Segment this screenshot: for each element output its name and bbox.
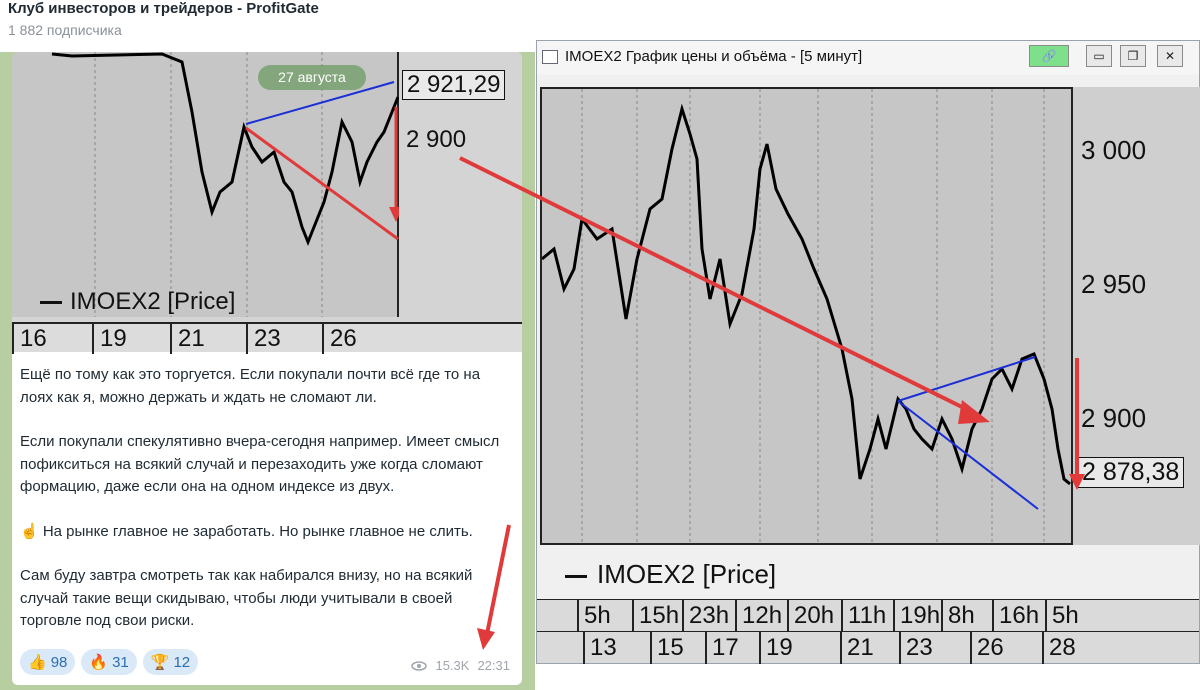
legend-label: IMOEX2 [Price] bbox=[70, 288, 236, 315]
reaction-trophy[interactable]: 🏆 12 bbox=[142, 649, 199, 675]
trophy-icon: 🏆 bbox=[150, 654, 170, 671]
date-tick: 13 bbox=[583, 632, 617, 664]
x-tick: 26 bbox=[322, 324, 402, 354]
price-line bbox=[51, 52, 400, 247]
fire-icon: 🔥 bbox=[89, 654, 109, 671]
reactions-bar: 👍 98 🔥 31 🏆 12 bbox=[20, 649, 199, 675]
message-time: 22:31 bbox=[477, 658, 510, 673]
legend-swatch bbox=[40, 301, 62, 305]
current-price-box: 2 878,38 bbox=[1077, 457, 1185, 488]
x-tick: 19 bbox=[92, 324, 170, 354]
time-tick: 16h bbox=[992, 600, 1039, 632]
close-icon: ✕ bbox=[1164, 49, 1176, 63]
restore-button[interactable]: ❐ bbox=[1120, 45, 1146, 67]
message-paragraph: ☝ На рынке главное не заработать. Но рын… bbox=[20, 522, 473, 540]
price-scale: 3 000 2 950 2 900 2 878,38 bbox=[1073, 87, 1200, 545]
x-tick: 16 bbox=[12, 324, 92, 354]
current-price-box: 2 921,29 bbox=[402, 70, 506, 100]
time-tick: 5h bbox=[577, 600, 611, 632]
link-icon: 🔗 bbox=[1041, 49, 1057, 63]
price-label: 2 900 bbox=[1081, 403, 1147, 433]
subscriber-count: 1 882 подписчика bbox=[8, 22, 122, 38]
time-tick: 19h bbox=[893, 600, 940, 632]
view-count: 15.3K bbox=[435, 658, 470, 673]
date-tick: 23 bbox=[899, 632, 933, 664]
mini-chart-plot bbox=[12, 52, 403, 317]
time-tick: 12h bbox=[735, 600, 782, 632]
mini-x-axis: 16 19 21 23 26 bbox=[12, 322, 522, 354]
x-tick: 21 bbox=[170, 324, 246, 354]
message-paragraph: Ещё по тому как это торгуется. Если поку… bbox=[20, 366, 481, 406]
drop-arrowhead bbox=[389, 207, 403, 222]
message-chart-image[interactable]: 27 августа 2 921,29 2 900 IMOEX2 [Price]… bbox=[12, 52, 522, 354]
legend-label: IMOEX2 [Price] bbox=[597, 559, 777, 589]
message-bubble: 27 августа 2 921,29 2 900 IMOEX2 [Price]… bbox=[12, 52, 522, 685]
time-tick: 23h bbox=[682, 600, 729, 632]
date-pill: 27 августа bbox=[258, 65, 366, 90]
price-line bbox=[541, 103, 1071, 486]
window-title: IMOEX2 График цены и объёма - [5 минут] bbox=[565, 48, 863, 65]
thumbs-up-icon: 👍 bbox=[28, 654, 47, 671]
time-tick: 20h bbox=[787, 600, 834, 632]
reaction-thumbs-up[interactable]: 👍 98 bbox=[20, 649, 76, 675]
date-tick: 21 bbox=[840, 632, 874, 664]
date-tick: 17 bbox=[705, 632, 739, 664]
chart-window: IMOEX2 График цены и объёма - [5 минут] … bbox=[536, 40, 1200, 664]
time-tick: 8h bbox=[941, 600, 975, 632]
message-meta: 15.3K 22:31 bbox=[411, 658, 510, 673]
time-tick: 11h bbox=[841, 600, 886, 632]
trend-arrow bbox=[245, 126, 399, 241]
time-tick: 15h bbox=[632, 600, 679, 632]
main-chart-svg bbox=[541, 89, 1071, 543]
mini-chart-svg bbox=[51, 52, 403, 317]
restore-icon: ❐ bbox=[1127, 49, 1139, 63]
date-tick: 19 bbox=[759, 632, 793, 664]
reaction-count: 31 bbox=[112, 653, 129, 671]
chart-legend: IMOEX2 [Price] bbox=[565, 559, 776, 590]
date-tick: 26 bbox=[970, 632, 1004, 664]
link-button[interactable]: 🔗 bbox=[1029, 45, 1069, 67]
minimize-button[interactable]: ▭ bbox=[1086, 45, 1112, 67]
message-paragraph: Сам буду завтра смотреть так как набирал… bbox=[20, 567, 473, 629]
legend-swatch bbox=[565, 574, 587, 578]
reaction-fire[interactable]: 🔥 31 bbox=[81, 649, 137, 675]
reaction-count: 12 bbox=[173, 653, 191, 671]
time-tick: 5h bbox=[1045, 600, 1079, 632]
chart-legend: IMOEX2 [Price] bbox=[40, 288, 235, 316]
date-tick: 15 bbox=[650, 632, 684, 664]
time-axis: 5h 15h 23h 12h 20h 11h 19h 8h 16h 5h 13 … bbox=[537, 599, 1199, 664]
close-button[interactable]: ✕ bbox=[1157, 45, 1183, 67]
x-tick: 23 bbox=[246, 324, 322, 354]
minimize-icon: ▭ bbox=[1093, 49, 1105, 63]
message-paragraph: Если покупали спекулятивно вчера-сегодня… bbox=[20, 433, 500, 495]
annotation-arrow bbox=[477, 524, 511, 650]
main-chart-plot[interactable] bbox=[540, 87, 1073, 545]
price-level-label: 2 900 bbox=[406, 126, 467, 153]
trendline-upper bbox=[245, 81, 395, 125]
channel-title[interactable]: Клуб инвесторов и трейдеров - ProfitGate bbox=[8, 0, 319, 17]
window-titlebar[interactable]: IMOEX2 График цены и объёма - [5 минут] … bbox=[537, 41, 1199, 75]
reaction-count: 98 bbox=[50, 653, 68, 671]
chart-app-icon bbox=[542, 50, 558, 64]
date-tick: 28 bbox=[1042, 632, 1076, 664]
trendline-lower bbox=[897, 400, 1039, 510]
price-label: 2 950 bbox=[1081, 269, 1147, 299]
price-label: 3 000 bbox=[1081, 135, 1147, 165]
eye-icon bbox=[411, 660, 428, 671]
message-text: Ещё по тому как это торгуется. Если поку… bbox=[20, 364, 510, 655]
